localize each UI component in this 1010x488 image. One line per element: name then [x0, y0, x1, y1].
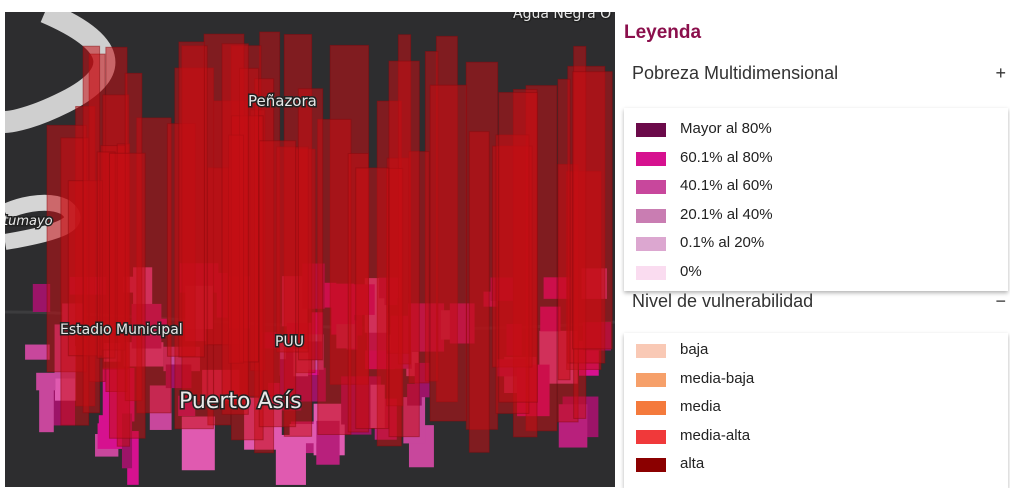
section-title: Nivel de vulnerabilidad — [632, 291, 813, 312]
legend-swatch — [636, 209, 666, 223]
building — [469, 132, 489, 453]
legend-label: 20.1% al 40% — [680, 206, 773, 223]
map-label: Puerto Asís — [179, 389, 302, 414]
building — [259, 141, 295, 427]
legend-swatch — [636, 237, 666, 251]
legend-swatch — [636, 266, 666, 280]
building — [36, 373, 55, 391]
map-label: Peñazora — [248, 92, 317, 110]
map-label: tumayo — [5, 214, 53, 229]
legend-swatch — [636, 152, 666, 166]
legend-label: alta — [680, 455, 704, 472]
map-label: PUU — [275, 334, 304, 350]
map-label: Estadio Municipal — [60, 322, 183, 338]
page: Agua Negra O Peñazora tumayo Estadio Mun… — [0, 0, 1010, 487]
building — [558, 79, 570, 379]
building — [39, 389, 54, 432]
building — [298, 89, 322, 360]
legend-label: 40.1% al 60% — [680, 177, 773, 194]
legend-label: 60.1% al 80% — [680, 149, 773, 166]
building — [109, 153, 145, 438]
legend-label: baja — [680, 341, 708, 358]
building — [499, 93, 538, 403]
building — [276, 435, 306, 485]
map-label: Agua Negra O — [513, 12, 611, 22]
legend-swatch — [636, 430, 666, 444]
building — [573, 72, 613, 349]
section-title: Pobreza Multidimensional — [632, 63, 838, 84]
section-toggle[interactable]: + — [995, 63, 1006, 84]
building — [222, 44, 248, 415]
building — [356, 168, 389, 429]
legend-label: media-alta — [680, 427, 750, 444]
legend-label: media — [680, 398, 721, 415]
building — [430, 85, 466, 421]
building — [25, 345, 50, 360]
legend-swatch — [636, 180, 666, 194]
section-toggle[interactable]: − — [995, 291, 1006, 312]
legend-title: Leyenda — [624, 22, 701, 44]
legend-box: baja media-baja media media-alta alta — [624, 333, 1008, 488]
legend-label: media-baja — [680, 370, 754, 387]
building — [389, 61, 419, 437]
legend-box: Mayor al 80% 60.1% al 80% 40.1% al 60% 20.1… — [624, 108, 1008, 291]
legend-label: 0.1% al 20% — [680, 234, 764, 251]
legend-swatch — [636, 123, 666, 137]
legend-label: 0% — [680, 263, 702, 280]
legend-swatch — [636, 401, 666, 415]
building — [179, 42, 205, 357]
legend-label: Mayor al 80% — [680, 120, 772, 137]
legend-swatch — [636, 458, 666, 472]
legend-swatch — [636, 373, 666, 387]
legend-swatch — [636, 344, 666, 358]
legend: Leyenda Pobreza Multidimensional + Mayor a… — [620, 0, 1010, 487]
map[interactable]: Agua Negra O Peñazora tumayo Estadio Mun… — [5, 12, 615, 487]
buildings — [25, 32, 612, 485]
